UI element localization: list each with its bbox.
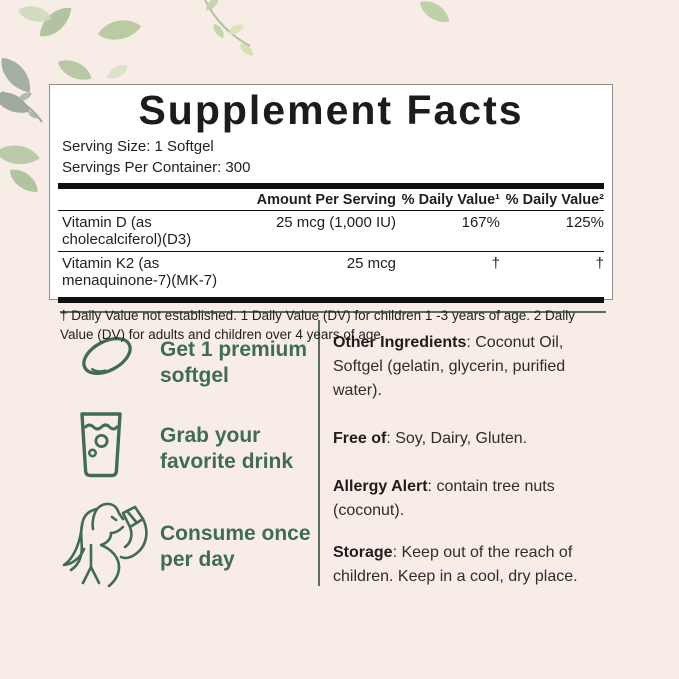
header-daily-value-2: % Daily Value² (505, 192, 604, 209)
other-ingredients-text: Other Ingredients: Coconut Oil, Softgel … (333, 334, 566, 399)
storage-label: Storage (333, 544, 393, 561)
table-row: Vitamin K2 (as menaquinone-7)(MK-7) 25 m… (58, 251, 604, 292)
softgel-icon (82, 337, 132, 375)
info-column: Other Ingredients: Coconut Oil, Softgel … (333, 331, 615, 589)
nutrient-amount: 25 mcg (346, 255, 396, 273)
nutrient-dv1: 167% (461, 214, 500, 232)
daily-value-footnote: † Daily Value not established. 1 Daily V… (60, 308, 576, 343)
allergy-alert-label: Allergy Alert (333, 478, 428, 495)
horizontal-divider (60, 311, 606, 313)
other-ingredients-label: Other Ingredients (333, 334, 467, 351)
header-amount-per-serving: Amount Per Serving (256, 192, 396, 209)
usage-step-label: Grab your favorite drink (160, 424, 294, 473)
table-header-row: Amount Per Serving % Daily Value¹ % Dail… (58, 189, 604, 210)
nutrient-dv1: † (491, 255, 500, 273)
usage-step-label: Consume once per day (160, 522, 311, 571)
person-drinking-icon (62, 502, 148, 588)
nutrient-name: Vitamin K2 (as menaquinone-7)(MK-7) (62, 255, 218, 290)
storage-text: Storage: Keep out of the reach of childr… (333, 544, 578, 585)
drink-glass-icon (80, 412, 122, 478)
usage-step-label: Get 1 premium softgel (160, 338, 308, 387)
table-row: Vitamin D (as cholecalciferol)(D3) 25 mc… (58, 210, 604, 251)
servings-per-container: Servings Per Container: 300 (62, 159, 251, 177)
thick-rule-top (58, 183, 604, 190)
nutrient-name: Vitamin D (as cholecalciferol)(D3) (62, 214, 192, 249)
nutrient-dv2: 125% (565, 214, 604, 232)
nutrient-amount: 25 mcg (1,000 IU) (275, 214, 396, 232)
supplement-facts-panel: Supplement Facts Serving Size: 1 Softgel… (49, 84, 613, 342)
serving-size: Serving Size: 1 Softgel (62, 138, 214, 156)
allergy-alert-text: Allergy Alert: contain tree nuts (coconu… (333, 478, 555, 519)
nutrient-dv2: † (595, 255, 604, 273)
thick-rule-bottom (58, 297, 604, 304)
free-of-label: Free of (333, 430, 387, 447)
vertical-divider (318, 320, 320, 586)
free-of-text: Free of: Soy, Dairy, Gluten. (333, 430, 528, 447)
header-daily-value-1: % Daily Value¹ (401, 192, 500, 209)
panel-title: Supplement Facts (138, 87, 524, 133)
